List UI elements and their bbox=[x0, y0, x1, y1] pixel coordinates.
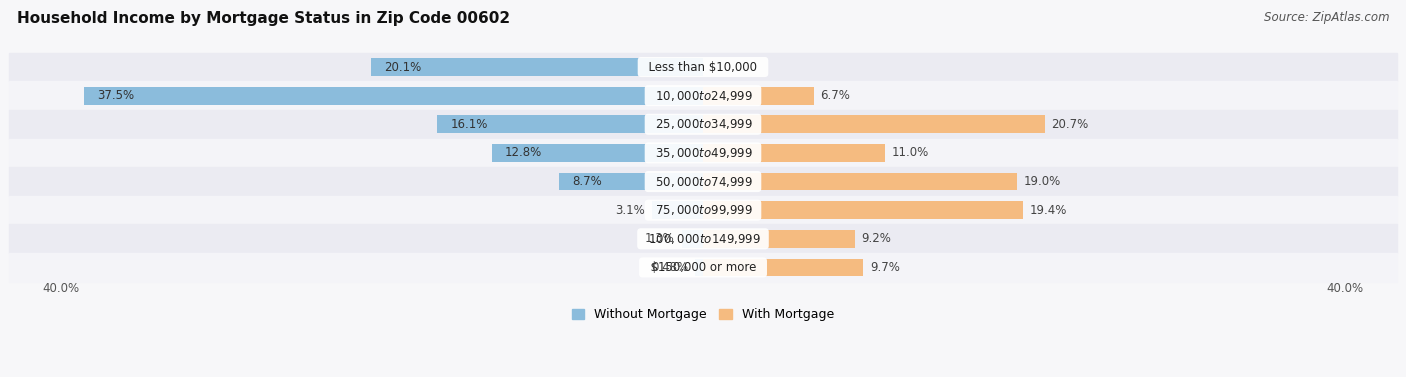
Text: 19.4%: 19.4% bbox=[1031, 204, 1067, 217]
Bar bbox=[703, 230, 855, 248]
Bar bbox=[371, 58, 703, 76]
Text: 12.8%: 12.8% bbox=[505, 146, 543, 159]
Bar bbox=[10, 167, 1396, 196]
Bar bbox=[10, 53, 1396, 81]
Bar bbox=[703, 201, 1024, 219]
Bar bbox=[437, 115, 703, 133]
Text: $100,000 to $149,999: $100,000 to $149,999 bbox=[641, 232, 765, 246]
Bar bbox=[703, 259, 863, 276]
Text: 11.0%: 11.0% bbox=[891, 146, 928, 159]
Bar bbox=[10, 139, 1396, 167]
Text: 9.2%: 9.2% bbox=[862, 232, 891, 245]
Bar bbox=[703, 87, 814, 104]
Bar bbox=[492, 144, 703, 162]
Text: 40.0%: 40.0% bbox=[42, 282, 79, 295]
Text: $35,000 to $49,999: $35,000 to $49,999 bbox=[648, 146, 758, 160]
Legend: Without Mortgage, With Mortgage: Without Mortgage, With Mortgage bbox=[567, 303, 839, 326]
Bar bbox=[682, 230, 703, 248]
Text: 3.1%: 3.1% bbox=[616, 204, 645, 217]
Bar bbox=[652, 201, 703, 219]
Bar bbox=[10, 224, 1396, 253]
Bar bbox=[10, 110, 1396, 139]
Text: 40.0%: 40.0% bbox=[1327, 282, 1364, 295]
Text: $75,000 to $99,999: $75,000 to $99,999 bbox=[648, 203, 758, 217]
Text: $50,000 to $74,999: $50,000 to $74,999 bbox=[648, 175, 758, 188]
Bar bbox=[10, 81, 1396, 110]
Bar bbox=[10, 253, 1396, 282]
Bar bbox=[703, 115, 1045, 133]
Text: 1.3%: 1.3% bbox=[645, 232, 675, 245]
Text: 19.0%: 19.0% bbox=[1024, 175, 1060, 188]
Bar bbox=[703, 173, 1017, 190]
Bar bbox=[83, 87, 703, 104]
Text: 9.7%: 9.7% bbox=[870, 261, 900, 274]
Bar bbox=[703, 144, 884, 162]
Text: 16.1%: 16.1% bbox=[450, 118, 488, 131]
Bar bbox=[560, 173, 703, 190]
Text: 0.48%: 0.48% bbox=[651, 261, 689, 274]
Text: 6.7%: 6.7% bbox=[820, 89, 851, 102]
Text: 8.7%: 8.7% bbox=[572, 175, 602, 188]
Text: $150,000 or more: $150,000 or more bbox=[643, 261, 763, 274]
Bar bbox=[695, 259, 703, 276]
Text: 20.1%: 20.1% bbox=[384, 61, 422, 74]
Bar bbox=[10, 196, 1396, 224]
Text: Less than $10,000: Less than $10,000 bbox=[641, 61, 765, 74]
Text: Household Income by Mortgage Status in Zip Code 00602: Household Income by Mortgage Status in Z… bbox=[17, 11, 510, 26]
Text: 20.7%: 20.7% bbox=[1052, 118, 1088, 131]
Text: $25,000 to $34,999: $25,000 to $34,999 bbox=[648, 117, 758, 131]
Text: $10,000 to $24,999: $10,000 to $24,999 bbox=[648, 89, 758, 103]
Text: Source: ZipAtlas.com: Source: ZipAtlas.com bbox=[1264, 11, 1389, 24]
Text: 37.5%: 37.5% bbox=[97, 89, 134, 102]
